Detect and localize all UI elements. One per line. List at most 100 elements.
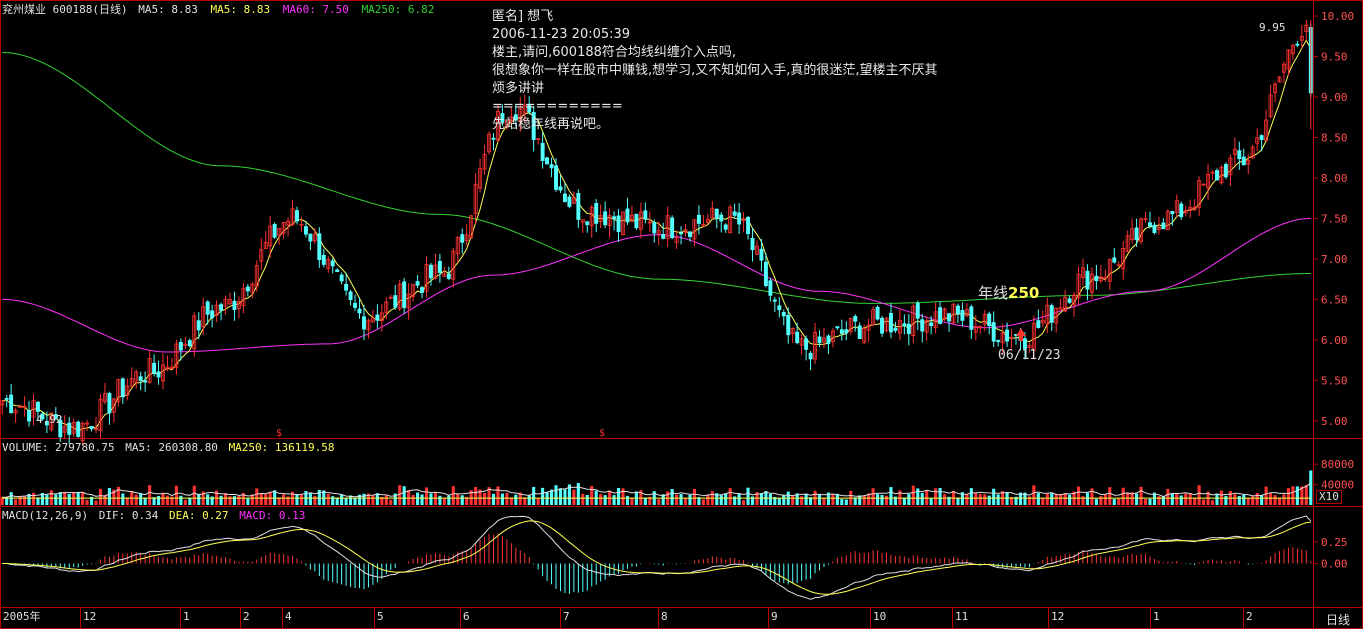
candle-body bbox=[1210, 171, 1215, 174]
year-line-text: 年线 bbox=[978, 284, 1009, 302]
ma250-line bbox=[2, 52, 1311, 304]
candle-body bbox=[22, 406, 27, 408]
volume-bar bbox=[688, 494, 692, 505]
date-tick-label: 5 bbox=[377, 610, 384, 623]
candle-body bbox=[1152, 224, 1157, 233]
volume-bar bbox=[295, 494, 299, 505]
candle-body bbox=[1072, 294, 1077, 306]
candle-body bbox=[1228, 157, 1233, 176]
candle-body bbox=[795, 331, 800, 344]
candle-body bbox=[250, 283, 255, 293]
candle-body bbox=[969, 306, 974, 330]
volume-bar bbox=[625, 495, 630, 505]
candle-body bbox=[723, 224, 728, 230]
candle-body bbox=[1031, 322, 1036, 351]
volume-ma5-label: MA5: 260308.80 bbox=[125, 441, 218, 454]
volume-bar bbox=[161, 492, 165, 505]
volume-bar bbox=[576, 482, 580, 505]
volume-bar bbox=[880, 494, 884, 505]
candle-body bbox=[1250, 146, 1255, 159]
period-tab[interactable]: 日线 bbox=[1326, 613, 1351, 627]
dea-label: DEA: 0.27 bbox=[168, 509, 229, 522]
candle-body bbox=[763, 261, 768, 286]
candle-body bbox=[196, 320, 201, 331]
volume-bar bbox=[782, 495, 786, 505]
macd-value-label: MACD: 0.13 bbox=[239, 509, 306, 522]
volume-bar bbox=[474, 487, 478, 505]
volume-bar bbox=[956, 497, 960, 505]
volume-bar bbox=[1251, 496, 1255, 505]
volume-bar bbox=[1036, 493, 1040, 505]
candle-body bbox=[469, 215, 474, 239]
candle-body bbox=[1000, 332, 1005, 344]
volume-bar bbox=[1166, 488, 1170, 505]
volume-bar bbox=[733, 496, 737, 505]
volume-bar bbox=[36, 497, 40, 505]
candle-body bbox=[94, 428, 98, 430]
candle-body bbox=[875, 306, 880, 320]
volume-bar bbox=[188, 498, 192, 505]
volume-bar bbox=[1032, 485, 1036, 505]
candle-body bbox=[116, 379, 121, 403]
volume-label: VOLUME: 279780.75 bbox=[2, 441, 115, 454]
candle-body bbox=[210, 310, 215, 319]
volume-bar bbox=[1170, 493, 1174, 505]
volume-bar bbox=[1068, 494, 1072, 505]
candle-body bbox=[616, 215, 621, 233]
volume-bar bbox=[621, 488, 625, 505]
candle-body bbox=[942, 308, 947, 320]
candle-body bbox=[370, 317, 375, 323]
volume-bar bbox=[156, 495, 161, 505]
candle-body bbox=[1179, 203, 1184, 218]
candle-body bbox=[951, 303, 956, 324]
volume-bar bbox=[326, 494, 330, 505]
volume-bar bbox=[965, 494, 969, 505]
volume-bar bbox=[603, 495, 607, 505]
volume-bar bbox=[612, 495, 616, 505]
candle-body bbox=[987, 313, 992, 327]
candle-body bbox=[1295, 43, 1300, 46]
candle-body bbox=[571, 197, 576, 204]
candle-body bbox=[634, 213, 639, 229]
volume-bar bbox=[1286, 488, 1291, 505]
candle-body bbox=[1255, 137, 1260, 144]
candle-body bbox=[98, 398, 103, 431]
volume-bar bbox=[750, 496, 755, 505]
price-tick-label: 6.00 bbox=[1321, 334, 1348, 347]
volume-bar bbox=[992, 488, 996, 505]
volume-bar bbox=[938, 488, 942, 505]
volume-bar bbox=[599, 493, 603, 505]
volume-bar bbox=[804, 493, 808, 505]
volume-bar bbox=[420, 494, 424, 505]
price-tick-label: 9.50 bbox=[1321, 51, 1348, 64]
volume-bar bbox=[1291, 486, 1295, 505]
candle-body bbox=[629, 214, 634, 222]
candle-body bbox=[183, 343, 188, 347]
volume-bar bbox=[1050, 493, 1054, 505]
candle-body bbox=[853, 316, 858, 322]
volume-bar bbox=[907, 493, 911, 505]
candle-body bbox=[1304, 24, 1309, 33]
macd-title-label: MACD(12,26,9) bbox=[2, 509, 89, 522]
volume-bar bbox=[1148, 498, 1152, 505]
candle-body bbox=[35, 401, 40, 412]
volume-bar bbox=[1277, 497, 1282, 505]
ma250-label: MA250: 6.82 bbox=[361, 3, 435, 16]
candle-body bbox=[1299, 35, 1304, 41]
candle-body bbox=[366, 319, 371, 331]
volume-bar bbox=[1143, 499, 1148, 505]
volume-bar bbox=[1255, 492, 1259, 505]
candle-body bbox=[67, 422, 72, 435]
volume-bar bbox=[661, 494, 665, 505]
volume-bar bbox=[429, 493, 433, 505]
volume-bar bbox=[536, 498, 540, 505]
volume-bar bbox=[1152, 492, 1157, 505]
candle-body bbox=[165, 366, 170, 370]
price-tick-label: 5.00 bbox=[1321, 415, 1348, 428]
candle-body bbox=[357, 308, 362, 314]
candle-body bbox=[120, 378, 125, 398]
volume-bar bbox=[121, 493, 125, 505]
volume-bar bbox=[1282, 494, 1286, 505]
candle-body bbox=[473, 183, 478, 214]
